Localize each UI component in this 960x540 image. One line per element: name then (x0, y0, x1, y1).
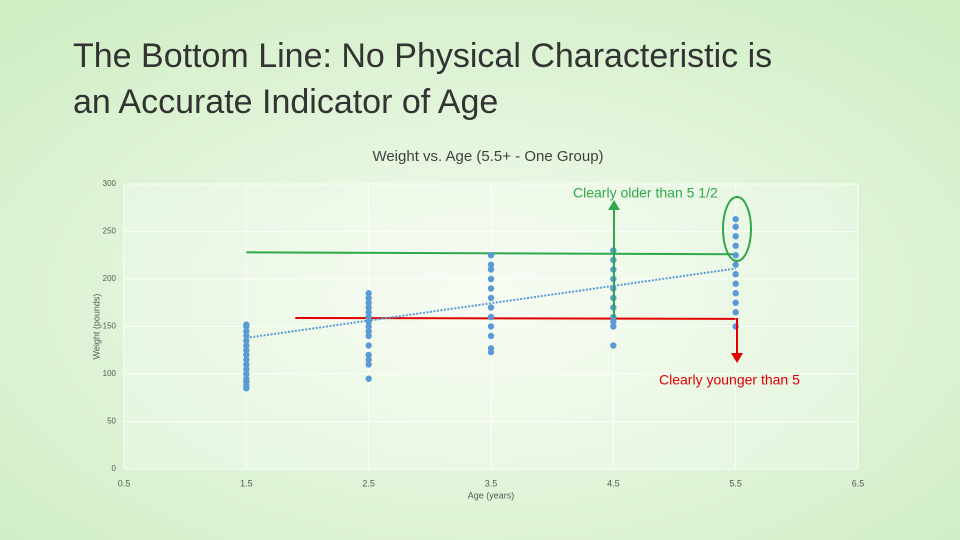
x-tick-label: 0.5 (118, 478, 131, 488)
y-tick-label: 50 (107, 417, 116, 426)
data-point (732, 242, 739, 249)
data-point (365, 356, 372, 363)
data-point (487, 313, 495, 321)
data-point (487, 304, 495, 311)
data-point (365, 375, 372, 382)
arrowhead (608, 200, 620, 210)
y-tick-label: 0 (112, 464, 117, 473)
data-point (610, 342, 617, 349)
plot: 0 50 100 150 200 250 300 0.5 1.5 2.5 3.5 4.5 5.5 6.5 A… (91, 179, 864, 500)
data-point (487, 323, 495, 330)
data-point (732, 252, 739, 259)
data-point (365, 304, 372, 311)
data-point (243, 328, 250, 335)
chart-title: Weight vs. Age (5.5+ - One Group) (372, 148, 603, 165)
x-tick-label: 4.5 (607, 478, 620, 488)
y-tick-label: 250 (103, 227, 117, 236)
annotation: Clearly older than 5 1/2 (573, 185, 718, 201)
data-point (243, 337, 250, 344)
y-tick-label: 150 (103, 322, 117, 331)
x-axis-label: Age (years) (468, 490, 515, 500)
data-point (365, 313, 372, 321)
arrowhead (731, 353, 743, 363)
data-point (732, 261, 739, 268)
data-point (243, 375, 250, 382)
data-point (365, 294, 372, 302)
data-point (487, 275, 495, 283)
annotation: Clearly younger than 5 (659, 372, 800, 388)
data-point (487, 252, 495, 259)
x-tick-label: 1.5 (240, 478, 253, 488)
x-tick-label: 3.5 (485, 478, 498, 488)
data-point (365, 290, 372, 297)
x-tick-label: 5.5 (729, 478, 742, 488)
data-point (365, 318, 372, 325)
data-point (243, 361, 250, 368)
data-point (243, 351, 250, 359)
data-point (365, 351, 372, 359)
y-tick-label: 300 (103, 179, 117, 188)
data-point (365, 332, 372, 340)
slide-title-line: The Bottom Line: No Physical Characteris… (73, 37, 772, 75)
data-point (732, 280, 739, 287)
data-point (610, 323, 617, 330)
data-point (365, 328, 372, 335)
data-point (732, 271, 739, 278)
data-point (365, 299, 372, 306)
data-point (487, 345, 495, 352)
data-point (487, 261, 495, 268)
y-tick-label: 100 (103, 369, 117, 378)
y-axis-label: Weight (pounds) (91, 294, 101, 360)
data-point (365, 309, 372, 316)
x-tick-label: 6.5 (852, 478, 865, 488)
data-point (243, 356, 250, 363)
data-point (243, 342, 250, 349)
data-point (487, 294, 495, 302)
data-point (243, 370, 250, 378)
slide-title-line: an Accurate Indicator of Age (73, 83, 498, 121)
data-point (243, 321, 250, 328)
slide-title: The Bottom Line: No Physical Characteris… (73, 37, 772, 75)
slide-title: an Accurate Indicator of Age (73, 83, 498, 121)
data-point (732, 299, 739, 306)
data-point (487, 266, 495, 273)
data-point (365, 342, 372, 349)
data-point (610, 318, 617, 325)
data-point (243, 366, 250, 373)
data-point (365, 361, 372, 368)
data-point (487, 285, 495, 292)
x-tick-label: 2.5 (362, 478, 375, 488)
data-point (365, 323, 372, 330)
trendline (246, 267, 736, 339)
data-point (243, 347, 250, 354)
reference-line (295, 316, 736, 320)
data-point (732, 290, 739, 297)
data-point (487, 332, 495, 340)
data-point (732, 309, 739, 316)
data-point (732, 215, 739, 223)
highlight-ellipse (722, 196, 752, 262)
data-point (732, 223, 739, 230)
data-point (732, 233, 739, 240)
y-tick-label: 200 (103, 274, 117, 283)
